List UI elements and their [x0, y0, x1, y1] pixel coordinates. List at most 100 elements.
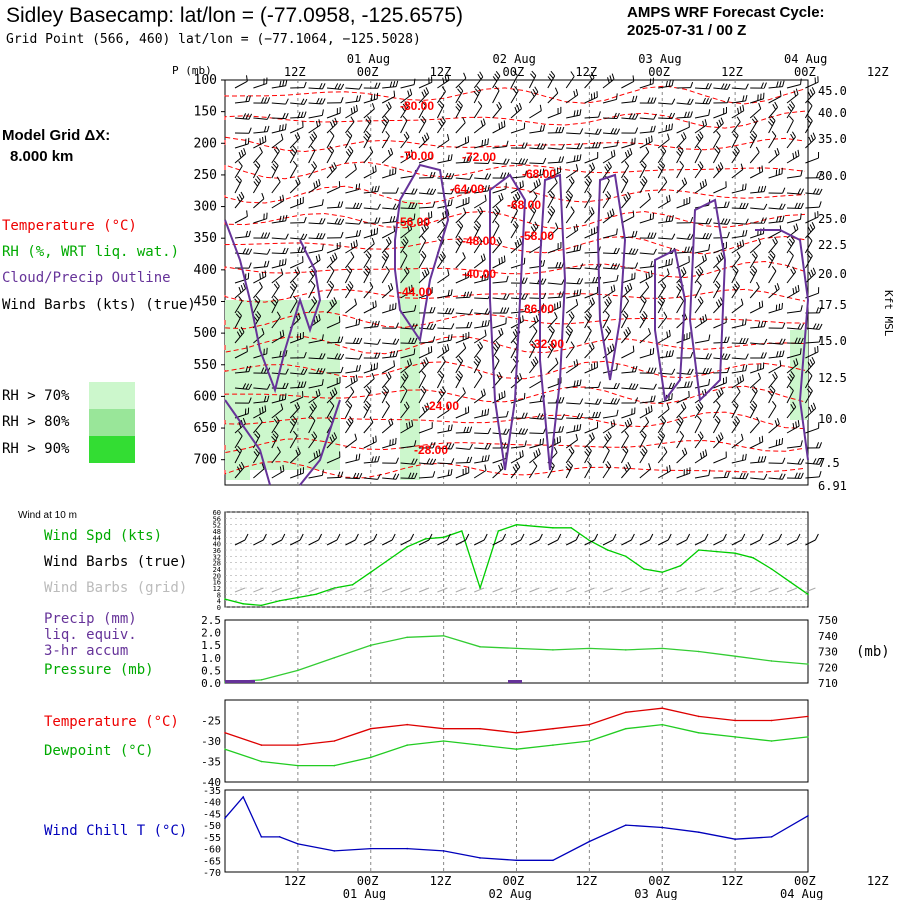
wind-barb-flag	[246, 345, 248, 352]
wind-barb-flag	[481, 455, 484, 462]
wind-barb	[473, 470, 487, 479]
wind-barb	[804, 255, 813, 269]
wind-barb-flag	[313, 452, 316, 459]
wind-barb-flag	[573, 110, 576, 117]
wind-barb-flag	[310, 415, 316, 421]
wind-barb-flag	[322, 233, 326, 240]
wind-barb	[584, 450, 592, 464]
wind-barb-flag	[741, 319, 744, 326]
wind-barb-flag	[585, 448, 591, 454]
wind-barb-flag	[807, 370, 813, 376]
wind-barb	[326, 285, 335, 299]
wind-barb	[400, 255, 408, 269]
wind-barb	[676, 251, 691, 254]
wind-barb	[492, 188, 507, 194]
wind-barb-flag	[631, 95, 635, 102]
wind-barb	[473, 259, 486, 269]
wind-barb	[786, 175, 801, 179]
pressure-tick-label: 200	[194, 136, 217, 151]
wind-barb-flag	[616, 409, 619, 416]
wind-barb-flag	[275, 281, 280, 287]
wind-barb	[694, 124, 707, 134]
surface-wind-barb-flag	[667, 533, 672, 541]
wind-barb-flag	[605, 193, 610, 200]
wind-barb	[308, 420, 316, 434]
wind-barb-flag	[363, 271, 368, 277]
wind-barb-flag	[410, 149, 414, 156]
wind-barb-flag	[503, 172, 507, 179]
legend-wind-grid: Wind Barbs (grid)	[44, 580, 188, 596]
surface-wind-barb	[492, 539, 503, 546]
wind-barb-flag	[770, 115, 776, 121]
wind-barb	[750, 477, 765, 480]
grid-wind-barb	[805, 587, 816, 593]
wind-barb	[253, 286, 263, 299]
wind-barb	[621, 117, 636, 120]
wind-barb-flag	[809, 89, 814, 96]
wind-barb	[602, 155, 616, 164]
wind-barb-flag	[271, 436, 276, 442]
wind-barb-flag	[797, 149, 800, 156]
wind-barb-flag	[794, 202, 798, 209]
wind-barb-flag	[385, 265, 390, 272]
wind-barb-flag	[259, 138, 262, 145]
wind-barb-flag	[345, 286, 351, 292]
wind-barb-flag	[680, 404, 685, 411]
wind-barb	[547, 161, 562, 164]
wind-barb-flag	[311, 433, 316, 440]
wind-barb-flag	[259, 146, 263, 153]
wind-barb-flag	[555, 357, 559, 364]
wind-barb-flag	[429, 442, 433, 449]
wind-barb	[418, 427, 433, 434]
wind-barb-flag	[248, 95, 251, 102]
wind-barb-flag	[653, 232, 657, 239]
wind-barb-flag	[533, 182, 537, 189]
wind-barb-flag	[403, 403, 408, 410]
wind-barb-flag	[295, 449, 299, 456]
wind-barb-flag	[613, 284, 616, 291]
wind-barb-flag	[365, 130, 371, 136]
wind-barb-flag	[316, 367, 320, 374]
wind-barb	[731, 421, 740, 434]
wind-barb-flag	[387, 236, 392, 243]
wind-barb	[253, 141, 267, 149]
wind-barb-flag	[484, 409, 487, 416]
wind-barb-flag	[521, 158, 526, 165]
temperature-contour-label: -58.00	[520, 229, 554, 243]
wind-barb-flag	[714, 283, 720, 289]
wind-barb-flag	[716, 265, 721, 272]
wind-barb-flag	[276, 311, 281, 318]
windchill-tick-label: -65	[203, 856, 221, 867]
wind-barb-flag	[469, 443, 473, 450]
wind-barb-flag	[534, 86, 539, 93]
wind-speed-line-point	[351, 584, 354, 586]
wind-barb	[474, 279, 488, 284]
wind-barb	[750, 461, 765, 464]
wind-barb-flag	[715, 166, 720, 173]
wind-barb-flag	[627, 149, 631, 156]
wind-barb	[363, 120, 372, 134]
wind-barb	[381, 135, 390, 149]
dewpoint-line-point	[770, 740, 773, 742]
wind-barb-flag	[458, 235, 463, 242]
surface-wind-barb	[289, 539, 301, 546]
wind-barb-flag	[613, 398, 618, 405]
wind-barb	[363, 191, 378, 194]
wind-barb-flag	[392, 473, 397, 480]
wind-barb-flag	[676, 151, 681, 157]
wind-barb	[620, 300, 630, 314]
wind-barb	[290, 102, 305, 105]
wind-barb-flag	[242, 248, 247, 254]
wind-barb-flag	[457, 88, 462, 94]
wind-barb	[621, 423, 633, 434]
wind-barb-flag	[665, 350, 669, 358]
wind-barb-flag	[521, 277, 525, 284]
wind-barb-flag	[553, 446, 558, 453]
wind-barb-flag	[248, 365, 252, 372]
wind-barb-flag	[340, 201, 344, 208]
wind-barb	[400, 219, 415, 224]
wind-barb-flag	[334, 117, 338, 124]
grid-wind-barb	[676, 587, 687, 593]
wind-barb-flag	[413, 348, 416, 355]
wind-barb-flag	[494, 355, 500, 361]
